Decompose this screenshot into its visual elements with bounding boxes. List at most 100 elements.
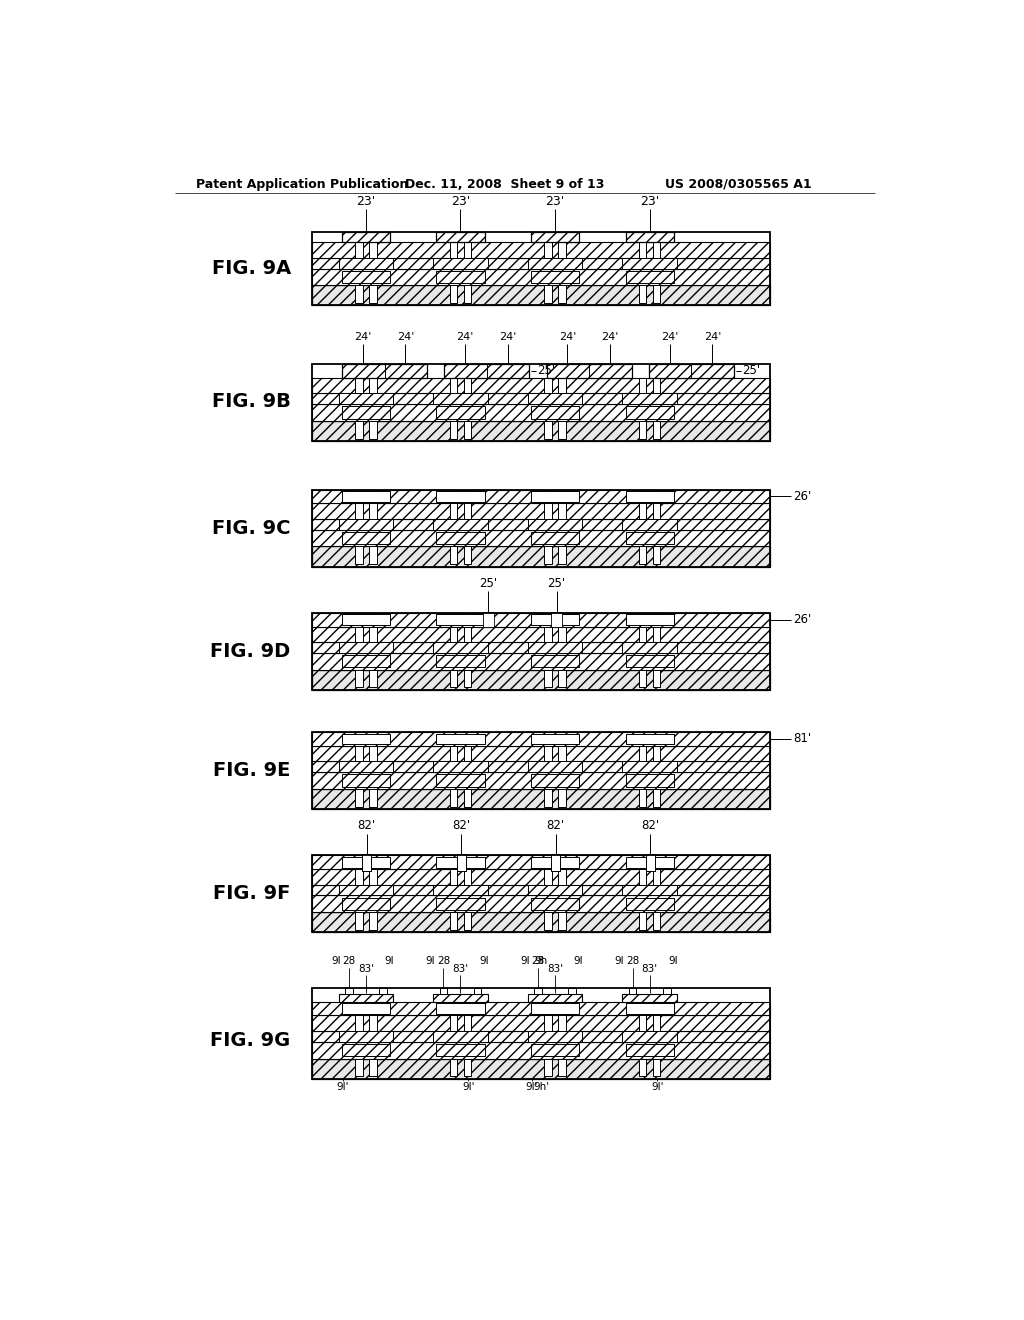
Bar: [369, 746, 377, 762]
Bar: [312, 762, 770, 772]
Bar: [464, 789, 471, 807]
Bar: [531, 532, 579, 544]
Bar: [450, 789, 458, 807]
Text: 23': 23': [356, 195, 376, 209]
Bar: [355, 746, 362, 762]
Bar: [544, 627, 552, 642]
Bar: [558, 869, 566, 884]
Bar: [312, 1031, 770, 1041]
Bar: [450, 1059, 458, 1076]
Bar: [649, 364, 734, 378]
Bar: [312, 869, 770, 884]
Text: FIG. 9F: FIG. 9F: [213, 884, 291, 903]
Bar: [355, 285, 362, 304]
Text: 83': 83': [453, 964, 469, 974]
Text: 23': 23': [546, 195, 564, 209]
Bar: [342, 231, 390, 243]
Bar: [369, 912, 377, 929]
Bar: [639, 789, 646, 807]
Bar: [528, 519, 583, 529]
Bar: [528, 393, 583, 404]
Bar: [544, 789, 552, 807]
Bar: [312, 519, 770, 529]
Bar: [312, 733, 770, 746]
Bar: [531, 734, 579, 744]
Bar: [444, 364, 529, 378]
Bar: [639, 421, 646, 438]
Text: 9l: 9l: [425, 956, 435, 966]
Bar: [558, 627, 566, 642]
Bar: [531, 1044, 579, 1056]
Bar: [355, 869, 362, 884]
Bar: [450, 627, 458, 642]
Bar: [558, 746, 566, 762]
Text: 9l: 9l: [614, 956, 625, 966]
Bar: [312, 231, 770, 305]
Bar: [436, 1044, 484, 1056]
Bar: [626, 491, 674, 502]
Text: 23': 23': [451, 195, 470, 209]
Bar: [369, 378, 377, 393]
Bar: [652, 503, 660, 519]
Bar: [436, 271, 484, 284]
Bar: [623, 1031, 677, 1041]
Text: 9l: 9l: [331, 956, 341, 966]
Bar: [531, 271, 579, 284]
Bar: [652, 1059, 660, 1076]
Bar: [450, 1015, 458, 1031]
Bar: [355, 243, 362, 257]
Bar: [464, 378, 471, 393]
Bar: [312, 746, 770, 762]
Bar: [369, 503, 377, 519]
Bar: [531, 857, 579, 867]
Bar: [558, 912, 566, 929]
Bar: [355, 1015, 362, 1031]
Bar: [639, 503, 646, 519]
Bar: [436, 407, 484, 418]
Bar: [474, 987, 481, 994]
Bar: [544, 243, 552, 257]
Bar: [531, 898, 579, 909]
Text: FIG. 9E: FIG. 9E: [213, 762, 291, 780]
Bar: [369, 1059, 377, 1076]
Bar: [639, 546, 646, 564]
Bar: [464, 669, 471, 688]
Bar: [436, 1003, 484, 1014]
Bar: [626, 655, 674, 668]
Bar: [639, 243, 646, 257]
Bar: [626, 271, 674, 284]
Text: 83': 83': [547, 964, 563, 974]
Bar: [544, 546, 552, 564]
Bar: [355, 789, 362, 807]
Bar: [342, 1003, 390, 1014]
Bar: [626, 532, 674, 544]
Bar: [355, 1059, 362, 1076]
Bar: [531, 491, 579, 502]
Bar: [528, 642, 583, 653]
Bar: [528, 884, 583, 895]
Bar: [464, 503, 471, 519]
Text: US 2008/0305565 A1: US 2008/0305565 A1: [665, 178, 812, 190]
Bar: [626, 1003, 674, 1014]
Bar: [544, 421, 552, 438]
Text: 9h': 9h': [534, 1082, 549, 1093]
Text: 25': 25': [479, 577, 498, 590]
Bar: [464, 1015, 471, 1031]
Text: Dec. 11, 2008  Sheet 9 of 13: Dec. 11, 2008 Sheet 9 of 13: [406, 178, 605, 190]
Bar: [531, 655, 579, 668]
Bar: [345, 987, 352, 994]
Bar: [568, 987, 575, 994]
Bar: [639, 669, 646, 688]
Bar: [544, 1059, 552, 1076]
Bar: [312, 490, 770, 503]
Bar: [312, 257, 770, 268]
Bar: [342, 271, 390, 284]
Bar: [342, 898, 390, 909]
Text: 9l': 9l': [651, 1082, 664, 1093]
Bar: [623, 393, 677, 404]
Bar: [433, 994, 487, 1002]
Text: FIG. 9G: FIG. 9G: [211, 1031, 291, 1049]
Bar: [531, 1003, 579, 1014]
Bar: [369, 627, 377, 642]
Text: FIG. 9C: FIG. 9C: [212, 519, 291, 537]
